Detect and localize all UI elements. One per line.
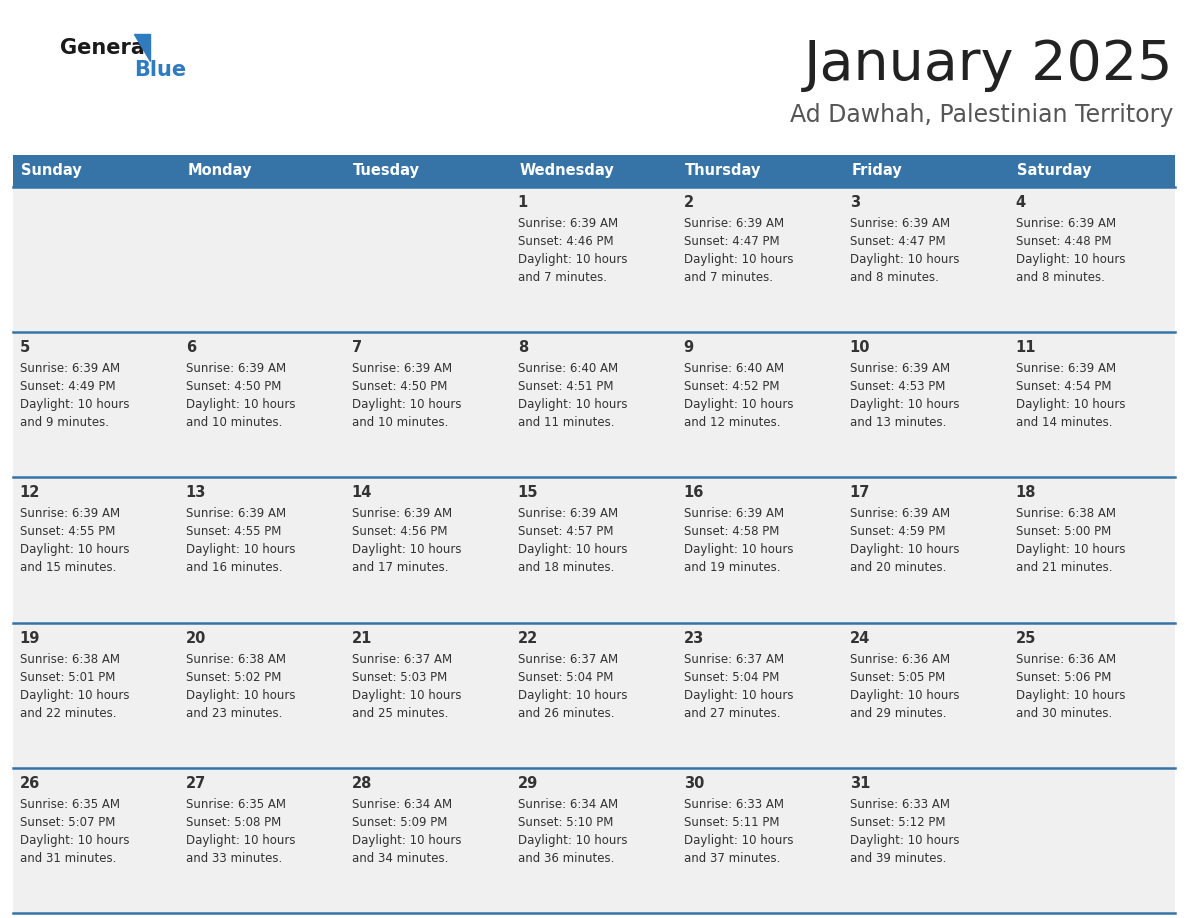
Text: Wednesday: Wednesday <box>519 163 614 178</box>
Text: 23: 23 <box>683 631 703 645</box>
Text: 4: 4 <box>1016 195 1025 210</box>
Bar <box>179 155 345 187</box>
Text: Sunrise: 6:39 AM
Sunset: 4:55 PM
Daylight: 10 hours
and 16 minutes.: Sunrise: 6:39 AM Sunset: 4:55 PM Dayligh… <box>185 508 295 575</box>
Bar <box>13 187 1175 332</box>
Bar <box>13 477 1175 622</box>
Text: Sunrise: 6:39 AM
Sunset: 4:47 PM
Daylight: 10 hours
and 7 minutes.: Sunrise: 6:39 AM Sunset: 4:47 PM Dayligh… <box>683 217 794 284</box>
Text: Sunrise: 6:37 AM
Sunset: 5:04 PM
Daylight: 10 hours
and 26 minutes.: Sunrise: 6:37 AM Sunset: 5:04 PM Dayligh… <box>518 653 627 720</box>
Text: Tuesday: Tuesday <box>353 163 421 178</box>
Bar <box>1009 155 1175 187</box>
Text: 29: 29 <box>518 776 538 790</box>
Text: Sunrise: 6:39 AM
Sunset: 4:57 PM
Daylight: 10 hours
and 18 minutes.: Sunrise: 6:39 AM Sunset: 4:57 PM Dayligh… <box>518 508 627 575</box>
Text: Sunrise: 6:39 AM
Sunset: 4:58 PM
Daylight: 10 hours
and 19 minutes.: Sunrise: 6:39 AM Sunset: 4:58 PM Dayligh… <box>683 508 794 575</box>
Text: January 2025: January 2025 <box>803 38 1173 92</box>
Text: 10: 10 <box>849 341 870 355</box>
Bar <box>13 332 1175 477</box>
Text: Sunrise: 6:35 AM
Sunset: 5:07 PM
Daylight: 10 hours
and 31 minutes.: Sunrise: 6:35 AM Sunset: 5:07 PM Dayligh… <box>20 798 129 865</box>
Polygon shape <box>134 34 150 61</box>
Text: Sunrise: 6:39 AM
Sunset: 4:55 PM
Daylight: 10 hours
and 15 minutes.: Sunrise: 6:39 AM Sunset: 4:55 PM Dayligh… <box>20 508 129 575</box>
Text: Sunrise: 6:38 AM
Sunset: 5:02 PM
Daylight: 10 hours
and 23 minutes.: Sunrise: 6:38 AM Sunset: 5:02 PM Dayligh… <box>185 653 295 720</box>
Text: 21: 21 <box>352 631 372 645</box>
Text: 17: 17 <box>849 486 870 500</box>
Text: 24: 24 <box>849 631 870 645</box>
Text: 14: 14 <box>352 486 372 500</box>
Text: 6: 6 <box>185 341 196 355</box>
Text: Sunrise: 6:38 AM
Sunset: 5:01 PM
Daylight: 10 hours
and 22 minutes.: Sunrise: 6:38 AM Sunset: 5:01 PM Dayligh… <box>20 653 129 720</box>
Text: 9: 9 <box>683 341 694 355</box>
Text: 25: 25 <box>1016 631 1036 645</box>
Text: 27: 27 <box>185 776 206 790</box>
Text: Sunrise: 6:38 AM
Sunset: 5:00 PM
Daylight: 10 hours
and 21 minutes.: Sunrise: 6:38 AM Sunset: 5:00 PM Dayligh… <box>1016 508 1125 575</box>
Text: Sunrise: 6:33 AM
Sunset: 5:12 PM
Daylight: 10 hours
and 39 minutes.: Sunrise: 6:33 AM Sunset: 5:12 PM Dayligh… <box>849 798 959 865</box>
Text: Sunrise: 6:39 AM
Sunset: 4:49 PM
Daylight: 10 hours
and 9 minutes.: Sunrise: 6:39 AM Sunset: 4:49 PM Dayligh… <box>20 363 129 430</box>
Text: 18: 18 <box>1016 486 1036 500</box>
Text: Sunrise: 6:37 AM
Sunset: 5:04 PM
Daylight: 10 hours
and 27 minutes.: Sunrise: 6:37 AM Sunset: 5:04 PM Dayligh… <box>683 653 794 720</box>
Text: Sunday: Sunday <box>21 163 82 178</box>
Text: Sunrise: 6:40 AM
Sunset: 4:51 PM
Daylight: 10 hours
and 11 minutes.: Sunrise: 6:40 AM Sunset: 4:51 PM Dayligh… <box>518 363 627 430</box>
Text: Sunrise: 6:39 AM
Sunset: 4:50 PM
Daylight: 10 hours
and 10 minutes.: Sunrise: 6:39 AM Sunset: 4:50 PM Dayligh… <box>352 363 461 430</box>
Text: Sunrise: 6:40 AM
Sunset: 4:52 PM
Daylight: 10 hours
and 12 minutes.: Sunrise: 6:40 AM Sunset: 4:52 PM Dayligh… <box>683 363 794 430</box>
Text: Sunrise: 6:39 AM
Sunset: 4:46 PM
Daylight: 10 hours
and 7 minutes.: Sunrise: 6:39 AM Sunset: 4:46 PM Dayligh… <box>518 217 627 284</box>
Text: Sunrise: 6:35 AM
Sunset: 5:08 PM
Daylight: 10 hours
and 33 minutes.: Sunrise: 6:35 AM Sunset: 5:08 PM Dayligh… <box>185 798 295 865</box>
Text: 20: 20 <box>185 631 206 645</box>
Text: 3: 3 <box>849 195 860 210</box>
Text: Sunrise: 6:37 AM
Sunset: 5:03 PM
Daylight: 10 hours
and 25 minutes.: Sunrise: 6:37 AM Sunset: 5:03 PM Dayligh… <box>352 653 461 720</box>
Text: Saturday: Saturday <box>1017 163 1092 178</box>
Text: Sunrise: 6:39 AM
Sunset: 4:53 PM
Daylight: 10 hours
and 13 minutes.: Sunrise: 6:39 AM Sunset: 4:53 PM Dayligh… <box>849 363 959 430</box>
Bar <box>843 155 1009 187</box>
Text: Blue: Blue <box>134 60 187 80</box>
Text: Sunrise: 6:36 AM
Sunset: 5:06 PM
Daylight: 10 hours
and 30 minutes.: Sunrise: 6:36 AM Sunset: 5:06 PM Dayligh… <box>1016 653 1125 720</box>
Text: Sunrise: 6:39 AM
Sunset: 4:59 PM
Daylight: 10 hours
and 20 minutes.: Sunrise: 6:39 AM Sunset: 4:59 PM Dayligh… <box>849 508 959 575</box>
Text: Sunrise: 6:39 AM
Sunset: 4:50 PM
Daylight: 10 hours
and 10 minutes.: Sunrise: 6:39 AM Sunset: 4:50 PM Dayligh… <box>185 363 295 430</box>
Text: 8: 8 <box>518 341 527 355</box>
Text: 16: 16 <box>683 486 704 500</box>
Text: 5: 5 <box>20 341 30 355</box>
Bar <box>677 155 843 187</box>
Text: Sunrise: 6:36 AM
Sunset: 5:05 PM
Daylight: 10 hours
and 29 minutes.: Sunrise: 6:36 AM Sunset: 5:05 PM Dayligh… <box>849 653 959 720</box>
Text: 7: 7 <box>352 341 362 355</box>
Text: 1: 1 <box>518 195 527 210</box>
Text: 28: 28 <box>352 776 372 790</box>
Text: 26: 26 <box>20 776 40 790</box>
Text: Sunrise: 6:39 AM
Sunset: 4:56 PM
Daylight: 10 hours
and 17 minutes.: Sunrise: 6:39 AM Sunset: 4:56 PM Dayligh… <box>352 508 461 575</box>
Text: General: General <box>61 38 152 58</box>
Text: Friday: Friday <box>852 163 902 178</box>
Text: 31: 31 <box>849 776 870 790</box>
Bar <box>511 155 677 187</box>
Text: 13: 13 <box>185 486 206 500</box>
Bar <box>13 155 179 187</box>
Text: Sunrise: 6:33 AM
Sunset: 5:11 PM
Daylight: 10 hours
and 37 minutes.: Sunrise: 6:33 AM Sunset: 5:11 PM Dayligh… <box>683 798 794 865</box>
Bar <box>13 767 1175 913</box>
Text: Ad Dawhah, Palestinian Territory: Ad Dawhah, Palestinian Territory <box>790 103 1173 127</box>
Text: Sunrise: 6:34 AM
Sunset: 5:10 PM
Daylight: 10 hours
and 36 minutes.: Sunrise: 6:34 AM Sunset: 5:10 PM Dayligh… <box>518 798 627 865</box>
Text: Sunrise: 6:34 AM
Sunset: 5:09 PM
Daylight: 10 hours
and 34 minutes.: Sunrise: 6:34 AM Sunset: 5:09 PM Dayligh… <box>352 798 461 865</box>
Text: 2: 2 <box>683 195 694 210</box>
Text: 22: 22 <box>518 631 538 645</box>
Text: 12: 12 <box>20 486 40 500</box>
Text: 19: 19 <box>20 631 40 645</box>
Text: 30: 30 <box>683 776 704 790</box>
Text: 11: 11 <box>1016 341 1036 355</box>
Text: 15: 15 <box>518 486 538 500</box>
Text: Monday: Monday <box>188 163 252 178</box>
Text: Thursday: Thursday <box>685 163 762 178</box>
Text: Sunrise: 6:39 AM
Sunset: 4:47 PM
Daylight: 10 hours
and 8 minutes.: Sunrise: 6:39 AM Sunset: 4:47 PM Dayligh… <box>849 217 959 284</box>
Bar <box>345 155 511 187</box>
Bar <box>13 622 1175 767</box>
Text: Sunrise: 6:39 AM
Sunset: 4:54 PM
Daylight: 10 hours
and 14 minutes.: Sunrise: 6:39 AM Sunset: 4:54 PM Dayligh… <box>1016 363 1125 430</box>
Text: Sunrise: 6:39 AM
Sunset: 4:48 PM
Daylight: 10 hours
and 8 minutes.: Sunrise: 6:39 AM Sunset: 4:48 PM Dayligh… <box>1016 217 1125 284</box>
